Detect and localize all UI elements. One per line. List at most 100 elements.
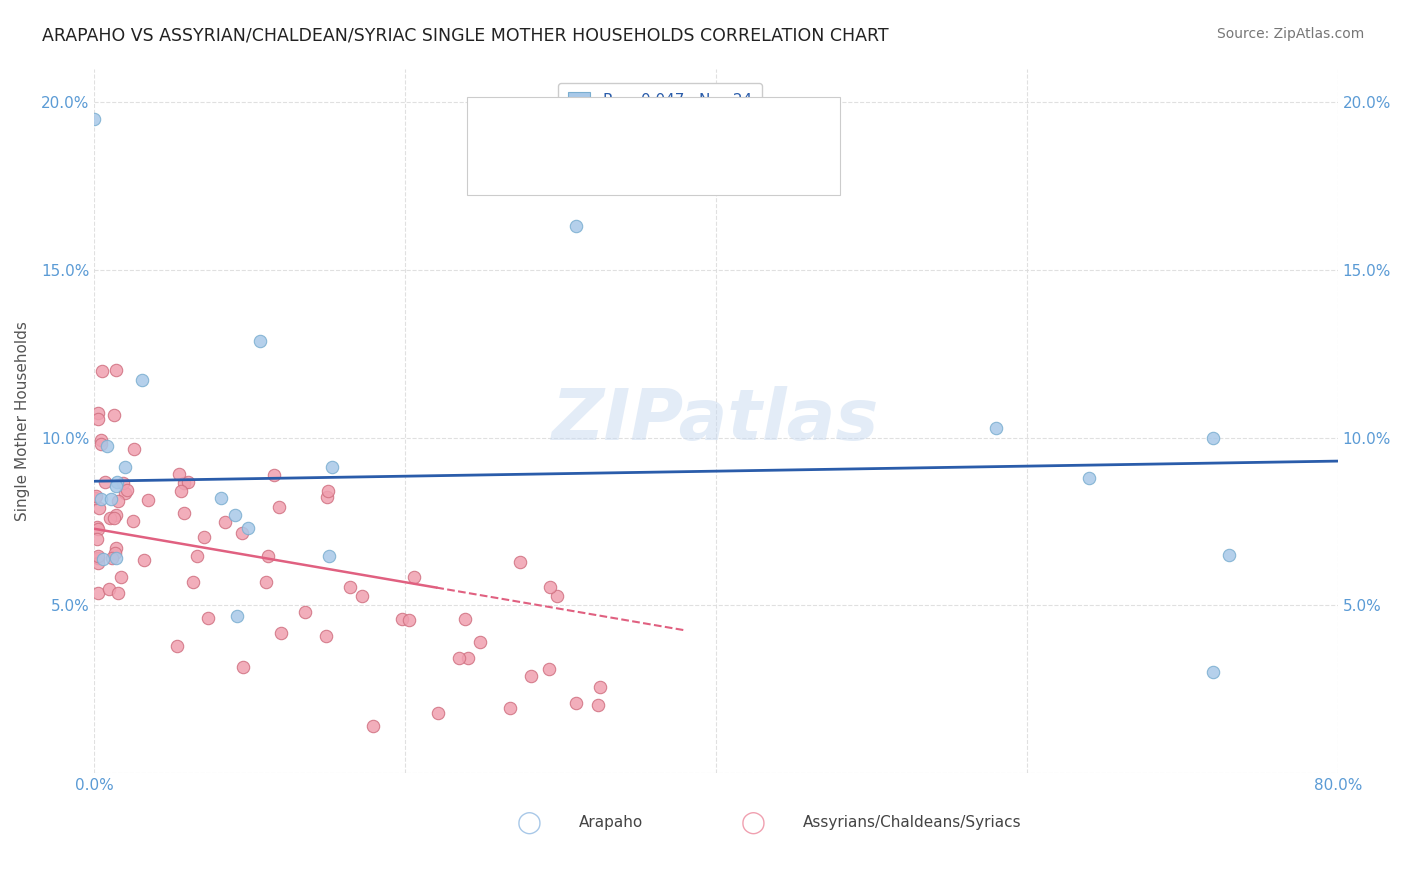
Point [193,530,215,544]
Point [132,553,155,567]
Point [103,510,125,524]
Point [87,411,110,425]
Point [86,586,108,600]
Point [105,541,128,555]
Point [232,660,254,674]
Point [457,650,479,665]
Point [104,363,127,377]
Point [86,520,108,534]
Point [177,475,200,490]
Point [231,526,253,541]
Point [107,585,129,599]
Point [1202,431,1225,445]
Point [249,334,271,348]
Point [186,549,208,564]
Point [565,219,588,234]
Point [352,590,374,604]
Point [564,697,586,711]
Point [90,492,112,507]
Point [236,520,259,534]
Point [84,491,107,505]
Point [209,491,232,505]
Point [538,580,561,594]
Point [1218,548,1240,562]
Point [105,551,128,566]
Point [86,556,108,570]
Point [91,552,114,566]
Point [197,610,219,624]
Point [104,546,127,560]
Point [167,467,190,481]
Point [100,492,122,507]
Point [1202,665,1225,680]
Point [90,364,112,378]
FancyBboxPatch shape [467,96,841,195]
Point [166,639,188,653]
Text: ◯: ◯ [517,811,541,834]
Point [110,569,132,583]
Point [509,556,531,570]
Point [101,551,124,566]
Point [86,549,108,563]
Point [254,575,277,590]
Point [131,374,153,388]
Point [98,511,121,525]
Point [315,630,337,644]
Point [398,613,420,627]
Point [170,484,193,499]
Text: ZIPatlas: ZIPatlas [553,386,880,455]
Y-axis label: Single Mother Households: Single Mother Households [15,321,30,521]
Point [269,500,291,514]
Point [87,406,110,420]
Point [589,681,612,695]
Point [257,549,280,563]
Point [315,490,337,504]
Point [90,437,112,451]
Point [294,605,316,619]
Point [426,706,449,721]
Legend: R =  0.047   N = 24, R = -0.335   N = 77: R = 0.047 N = 24, R = -0.335 N = 77 [558,83,762,140]
Point [363,718,385,732]
Point [537,662,560,676]
Point [586,698,609,712]
Point [520,669,543,683]
Point [122,514,145,528]
Point [454,612,477,626]
Point [225,608,247,623]
Point [224,508,246,522]
Point [316,483,339,498]
Point [98,582,121,596]
Point [114,486,136,500]
Point [270,625,292,640]
Point [449,651,471,665]
Point [114,460,136,475]
Point [86,533,108,547]
Point [1078,471,1101,485]
Text: Assyrians/Chaldeans/Syriacs: Assyrians/Chaldeans/Syriacs [803,815,1022,830]
Point [104,479,127,493]
Point [263,467,285,482]
Point [136,492,159,507]
Point [214,515,236,529]
Point [105,475,128,490]
Point [402,570,425,584]
Point [124,442,146,456]
Point [107,494,129,508]
Point [84,489,107,503]
Text: ARAPAHO VS ASSYRIAN/CHALDEAN/SYRIAC SINGLE MOTHER HOUSEHOLDS CORRELATION CHART: ARAPAHO VS ASSYRIAN/CHALDEAN/SYRIAC SING… [42,27,889,45]
Point [94,475,117,489]
Point [391,612,413,626]
Point [339,581,361,595]
Point [173,507,195,521]
Text: ◯: ◯ [741,811,766,834]
Point [96,439,118,453]
Point [181,575,204,590]
Point [546,589,568,603]
Point [984,420,1007,434]
Point [103,409,125,423]
Point [87,551,110,566]
Point [86,522,108,536]
Point [105,508,128,522]
Point [90,434,112,448]
Point [173,475,195,490]
